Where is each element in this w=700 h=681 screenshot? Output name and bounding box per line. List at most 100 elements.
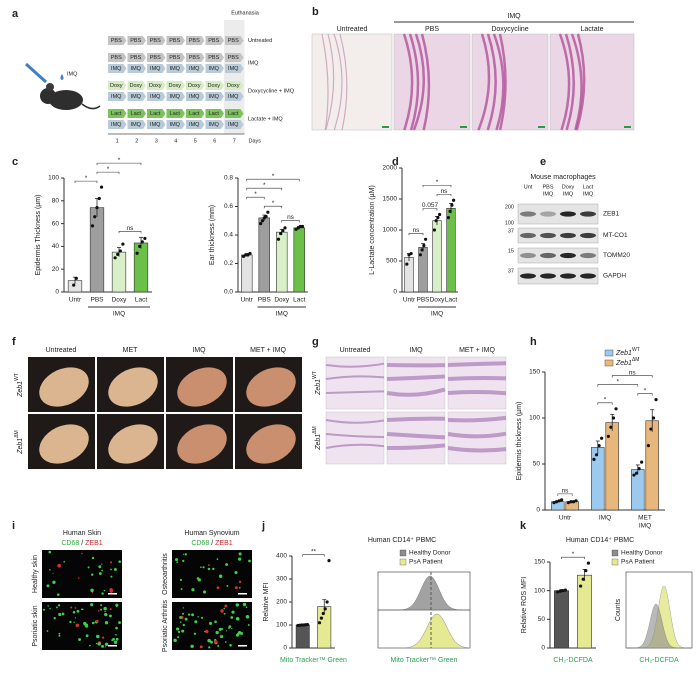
label: Doxy [110,83,123,89]
cell [240,632,243,635]
cell [98,610,100,612]
label: Lact [135,297,147,304]
label: Unt [524,184,533,190]
data-point [614,407,617,410]
cell [99,572,102,575]
data-point [264,215,267,218]
label: 60 [52,220,60,227]
label: PBS [111,55,122,61]
label: Untr [403,297,416,304]
cell [181,630,184,633]
cell [208,568,210,570]
label: 5 [194,138,197,144]
label: Counts [615,598,622,621]
label: PsA Patient [409,559,443,566]
bar [646,421,659,510]
label: Doxy [227,83,240,89]
cell [92,557,94,559]
cell [86,634,89,637]
cell [91,574,93,576]
cell [101,564,102,565]
gene: Zeb1 [315,379,322,396]
legend-swatch [400,559,406,565]
label: IMQ [170,122,181,128]
cell [101,645,104,648]
label: Healthy Donor [409,550,451,557]
label: Lact [228,111,239,117]
label: 37 [508,268,514,274]
label: f [12,336,16,348]
label: Days [249,138,262,144]
data-point [637,467,640,470]
label: Lact [150,111,161,117]
label: 0 [55,289,59,296]
data-point [141,240,144,243]
superscript: WT [14,373,20,381]
label: Untr [69,297,82,304]
stain-label: CD68/ZEB1 [61,540,102,547]
label: ** [311,548,317,555]
tissue [448,378,506,379]
cell [116,638,119,641]
cell [209,622,212,625]
label: Untreated [248,38,272,44]
cell [185,618,188,621]
label: Untreated [340,347,371,354]
data-point [584,569,587,572]
label: 2 [135,138,138,144]
cell [225,563,228,566]
tissue [448,392,506,393]
data-point [452,199,455,202]
label: MT-CO1 [603,232,628,239]
label: Osteoarthritis [162,553,169,595]
scale-bar [382,126,389,128]
label: 6 [213,138,216,144]
cell [191,613,194,616]
label: Lact [131,111,142,117]
data-point [592,458,595,461]
data-point [266,211,269,214]
data-point [449,210,452,213]
cell [203,590,206,593]
cell [69,621,71,623]
cell [214,620,217,623]
band [580,253,596,258]
data-point [405,263,408,266]
label: h [530,336,537,348]
label: 1000 [383,227,398,234]
band [540,211,556,216]
label: 40 [52,243,60,250]
superscript: ΔM [312,426,318,434]
cell [229,644,232,647]
label: IMQ [111,94,122,100]
label: a [12,8,19,20]
cell [194,620,197,623]
label: Doxy [168,83,181,89]
label: IMQ [111,66,122,72]
label: IMQ [170,66,181,72]
label: PBS [130,38,141,44]
data-point [421,248,424,251]
label: 7 [233,138,236,144]
data-point [424,238,427,241]
cell [224,605,227,608]
cell [103,607,106,610]
cell [229,625,232,628]
data-point [91,224,94,227]
cell [105,643,108,646]
label: L-Lactate concentration (µM) [369,185,376,275]
data-point [649,427,652,430]
label: k [520,520,527,532]
label: IMQ [113,311,125,318]
label: MET + IMQ [250,347,286,354]
legend-swatch [400,550,406,556]
band [540,273,556,278]
label: IMQ [131,66,142,72]
scale-bar [460,126,467,128]
band [560,253,576,258]
cell [224,613,226,615]
cell [43,609,45,611]
cell [90,603,93,606]
scale-bar [238,645,247,647]
label: 37 [508,228,514,234]
